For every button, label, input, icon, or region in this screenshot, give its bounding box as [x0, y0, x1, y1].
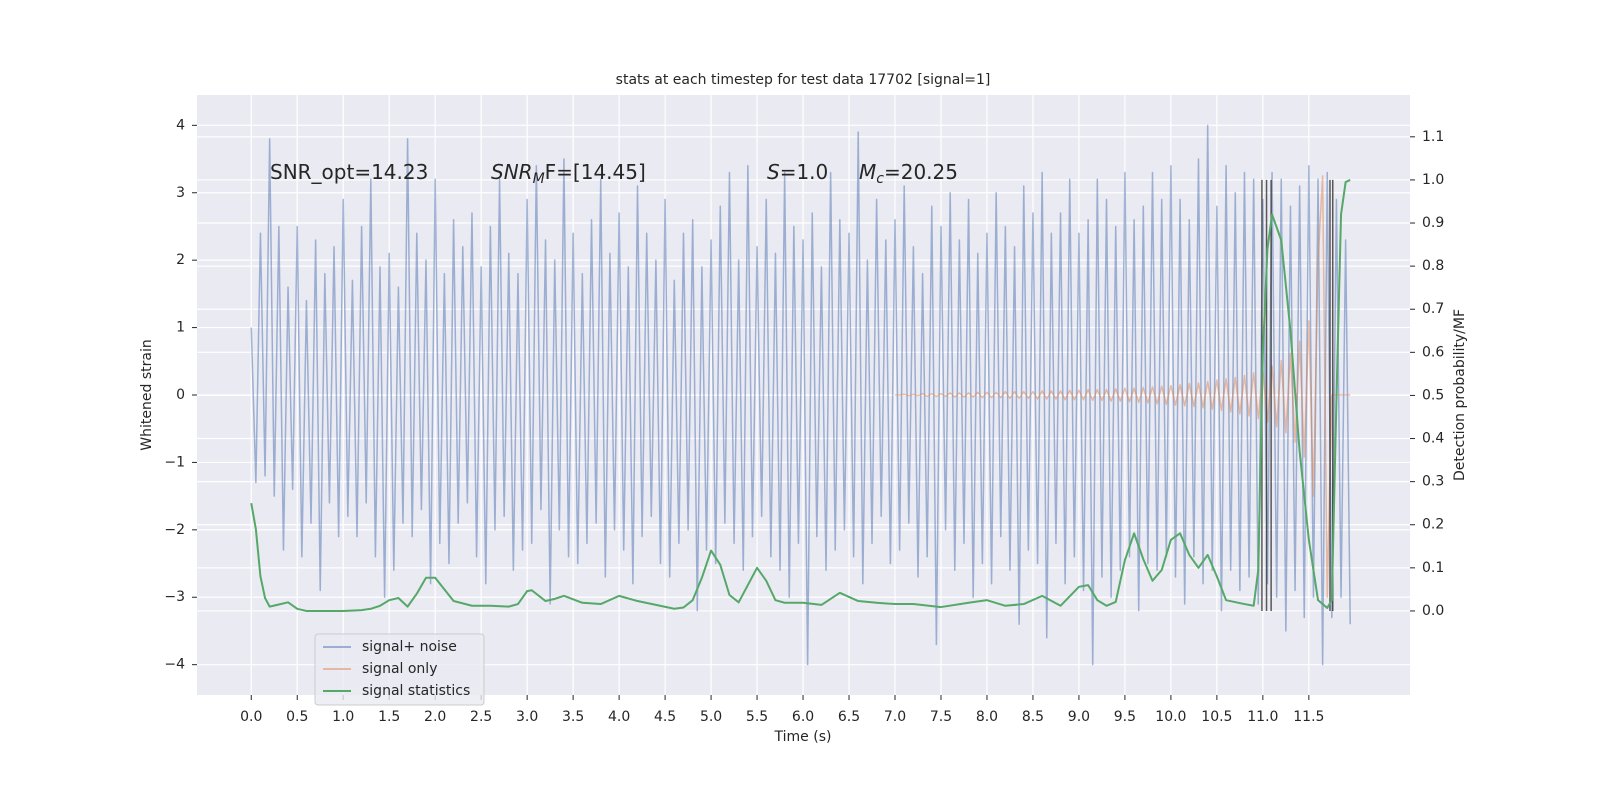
- y2-tick-label: 1.1: [1422, 129, 1444, 145]
- y2-tick-label: 1.0: [1422, 172, 1444, 188]
- x-tick-label: 7.5: [930, 709, 952, 725]
- x-tick-label: 2.5: [470, 709, 492, 725]
- y2-tick-label: 0.5: [1422, 387, 1444, 403]
- y-tick-label: −1: [164, 454, 185, 470]
- y2-tick-label: 0.9: [1422, 215, 1444, 231]
- y2-tick-label: 0.6: [1422, 344, 1444, 360]
- annotations: SNR_opt=14.23 SNRMF=[14.45] S=1.0 Mc=20.25: [270, 160, 958, 188]
- x-tick-label: 5.0: [700, 709, 722, 725]
- y-tick-label: 1: [176, 320, 185, 336]
- y2-axis-label: Detection probability/MF: [1452, 309, 1468, 481]
- x-tick-label: 9.5: [1114, 709, 1136, 725]
- annotation-part: F=[14.45]: [545, 160, 646, 184]
- x-tick-label: 9.0: [1068, 709, 1090, 725]
- annotation: SNRMF=[14.45]: [491, 160, 646, 188]
- x-tick-label: 0.0: [240, 709, 262, 725]
- x-axis-label: Time (s): [774, 729, 832, 745]
- annotation-part: c: [876, 171, 884, 187]
- x-tick-label: 1.0: [332, 709, 354, 725]
- x-tick-label: 8.5: [1022, 709, 1044, 725]
- x-tick-label: 4.5: [654, 709, 676, 725]
- annotation: S=1.0: [767, 160, 828, 184]
- annotation-part: SNR: [491, 160, 533, 184]
- legend-label: signal only: [362, 661, 437, 677]
- y2-tick-label: 0.4: [1422, 431, 1444, 447]
- series-line: [250, 179, 1351, 612]
- annotation-part: S: [767, 160, 780, 184]
- y2-tick-label: 0.2: [1422, 517, 1444, 533]
- x-tick-label: 10.0: [1155, 709, 1186, 725]
- y2-tick-label: 0.7: [1422, 301, 1444, 317]
- x-tick-label: 7.0: [884, 709, 906, 725]
- axes: 0.0 0.5 1.0 1.5 2.0 2.5 3.0 3.5 4.0 4.5 5.0 5.5 6.0 6…: [164, 117, 1444, 725]
- x-tick-label: 3.5: [562, 709, 584, 725]
- annotation: Mc=20.25: [859, 160, 958, 188]
- y-axis-label: Whitened strain: [139, 339, 155, 450]
- y-tick-label: 0: [176, 387, 185, 403]
- x-tick-label: 11.0: [1247, 709, 1278, 725]
- x-tick-label: 1.5: [378, 709, 400, 725]
- annotation-part: SNR_opt=14.23: [270, 160, 428, 184]
- x-tick-label: 0.5: [286, 709, 308, 725]
- annotation-part: M: [533, 171, 545, 187]
- annotation-part: =1.0: [780, 160, 829, 184]
- y-tick-label: 2: [176, 252, 185, 268]
- x-tick-label: 11.5: [1293, 709, 1324, 725]
- annotation: SNR_opt=14.23: [270, 160, 428, 184]
- y2-tick-label: 0.0: [1422, 603, 1444, 619]
- x-tick-label: 10.5: [1201, 709, 1232, 725]
- chart-title: stats at each timestep for test data 177…: [616, 72, 991, 88]
- y-tick-label: 4: [176, 117, 185, 133]
- y-tick-label: −2: [164, 522, 185, 538]
- series-line: [250, 124, 1351, 666]
- y-tick-label: −3: [164, 589, 185, 605]
- x-tick-label: 8.0: [976, 709, 998, 725]
- annotation-part: =20.25: [884, 160, 958, 184]
- x-tick-label: 6.0: [792, 709, 814, 725]
- y2-tick-label: 0.8: [1422, 258, 1444, 274]
- legend-label: signal statistics: [362, 683, 470, 699]
- legend: signal+ noise signal only signal statistic…: [314, 633, 485, 706]
- y2-tick-label: 0.3: [1422, 474, 1444, 490]
- y-tick-label: −4: [164, 657, 185, 673]
- y-tick-label: 3: [176, 185, 185, 201]
- y2-tick-label: 0.1: [1422, 560, 1444, 576]
- legend-box: [314, 633, 485, 706]
- x-tick-label: 5.5: [746, 709, 768, 725]
- x-tick-label: 2.0: [424, 709, 446, 725]
- x-tick-label: 4.0: [608, 709, 630, 725]
- legend-label: signal+ noise: [362, 639, 457, 655]
- annotation-part: M: [859, 160, 876, 184]
- marks: [250, 124, 1351, 666]
- x-tick-label: 6.5: [838, 709, 860, 725]
- x-tick-label: 3.0: [516, 709, 538, 725]
- series-line: [895, 175, 1351, 598]
